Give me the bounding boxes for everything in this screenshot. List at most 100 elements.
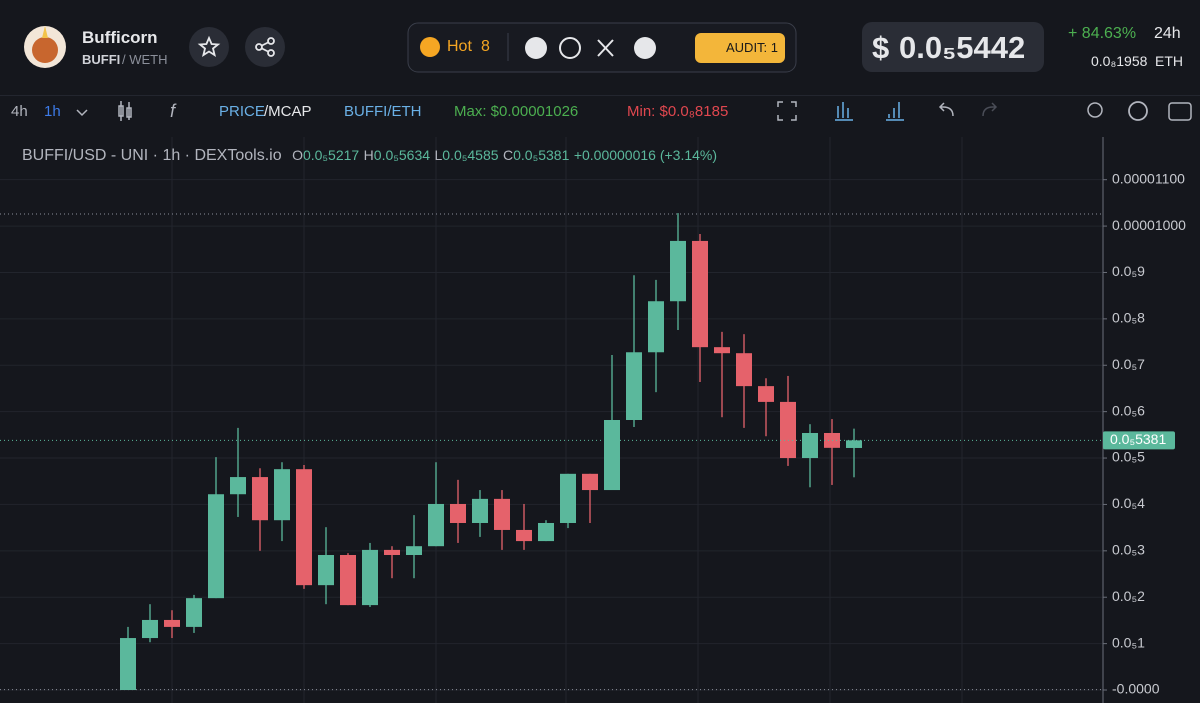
candle-body xyxy=(142,619,158,639)
candle-body xyxy=(802,432,818,459)
legend-l: 0.0₅4585 xyxy=(442,147,499,163)
candle-body xyxy=(648,301,664,353)
chart-style-icon[interactable] xyxy=(835,102,853,121)
separator xyxy=(0,95,1200,96)
candle-body xyxy=(318,555,334,586)
favorite-button[interactable] xyxy=(189,27,229,67)
candle-body xyxy=(428,503,444,547)
candle-body xyxy=(252,477,268,521)
more-icon[interactable] xyxy=(634,37,656,59)
settings-icon[interactable] xyxy=(1128,101,1148,121)
candle-body xyxy=(846,440,862,448)
scan-icon[interactable] xyxy=(525,37,547,59)
candle-body xyxy=(472,498,488,523)
candle-body xyxy=(604,420,620,491)
fullscreen-icon[interactable] xyxy=(777,101,797,121)
interval-4h[interactable]: 4h xyxy=(11,103,28,120)
legend-h-key: H xyxy=(363,147,374,163)
min-label: Min: $0.0₈8185 xyxy=(627,103,729,120)
mcap-toggle[interactable]: /MCAP xyxy=(264,103,312,120)
legend-c: 0.0₅5381 xyxy=(513,147,570,163)
candle-body xyxy=(164,619,180,627)
interval-1h[interactable]: 1h xyxy=(44,103,61,120)
candle-body xyxy=(384,549,400,556)
chart: 0.00001100 0.00001000 0.0₅9 0.0₅8 0.0₅7 0.0₅6… xyxy=(0,137,1186,703)
price-box xyxy=(862,22,1044,72)
dropdown-icon[interactable] xyxy=(76,109,88,117)
legend: BUFFI/USD - UNI · 1h · DEXTools.io O0.0₅… xyxy=(22,147,717,165)
hot-label: Hot xyxy=(447,38,472,55)
legend-h: 0.0₅5634 xyxy=(373,147,431,163)
candle-body xyxy=(670,240,686,302)
last-price-label: 0.0₅5381 xyxy=(1110,431,1166,447)
token-name: Bufficorn xyxy=(82,28,158,47)
y-tick-label: 0.0₅8 xyxy=(1112,310,1145,326)
share-button[interactable] xyxy=(245,27,285,67)
toolbar-icons: f xyxy=(76,101,1192,121)
hot-rank: 8 xyxy=(481,38,490,55)
undo-icon[interactable] xyxy=(938,102,954,117)
pair-toggle[interactable]: BUFFI/ETH xyxy=(344,103,422,120)
camera-icon[interactable] xyxy=(1168,102,1192,121)
share-icon xyxy=(255,37,275,57)
candle-body xyxy=(692,240,708,348)
token-base: BUFFI xyxy=(82,52,121,67)
candle-body xyxy=(494,498,510,530)
legend-c-key: C xyxy=(502,147,514,163)
currency: $ xyxy=(872,30,890,65)
candle-body xyxy=(186,598,202,627)
price: 0.0₅5442 xyxy=(899,30,1026,65)
y-tick-label: 0.0₅6 xyxy=(1112,402,1145,418)
change-period: 24h xyxy=(1154,25,1181,42)
candle-body xyxy=(582,473,598,491)
audit-label: AUDIT: 1 xyxy=(726,40,779,55)
candle-body xyxy=(626,352,642,420)
hot-icon xyxy=(420,37,440,57)
audit-badge[interactable] xyxy=(695,33,785,63)
candle-body xyxy=(450,503,466,523)
price-toggle[interactable]: PRICE xyxy=(219,103,265,120)
y-tick-label: 0.0₅2 xyxy=(1112,588,1145,604)
eth-price: 0.0₈1958 xyxy=(1091,53,1148,69)
price-change: + 84.63% xyxy=(1068,25,1137,42)
candle-body xyxy=(516,529,532,542)
y-tick-label: 0.0₅4 xyxy=(1112,495,1145,511)
y-tick-label: -0.0000 xyxy=(1112,681,1160,697)
candle-body xyxy=(362,549,378,606)
logo-face xyxy=(32,37,58,63)
candle-body xyxy=(780,401,796,459)
x-icon[interactable] xyxy=(597,39,614,57)
y-tick-label: 0.00001000 xyxy=(1112,217,1186,233)
candle-body xyxy=(208,494,224,599)
candle-body xyxy=(120,638,136,691)
last-price-tag xyxy=(1103,431,1175,450)
volume-icon[interactable] xyxy=(886,102,904,121)
y-tick-label: 0.00001100 xyxy=(1112,170,1185,186)
indicator-icon[interactable]: f xyxy=(170,101,177,121)
y-tick-label: 0.0₅9 xyxy=(1112,263,1145,279)
search-icon[interactable] xyxy=(1087,102,1103,118)
legend-o-key: O xyxy=(292,147,303,163)
candle-body xyxy=(296,469,312,586)
candle-icon[interactable] xyxy=(118,101,132,121)
legend-title: BUFFI/USD - UNI · 1h · DEXTools.io xyxy=(22,147,282,164)
legend-o: 0.0₅5217 xyxy=(302,147,360,163)
max-label: Max: $0.00001026 xyxy=(454,103,579,120)
y-tick-label: 0.0₅5 xyxy=(1112,449,1145,465)
redo-icon[interactable] xyxy=(982,102,998,117)
candle-body xyxy=(406,546,422,556)
y-tick-label: 0.0₅1 xyxy=(1112,634,1145,650)
eth-label: ETH xyxy=(1155,53,1183,69)
candle-body xyxy=(736,353,752,387)
legend-change: +0.00000016 (+3.14%) xyxy=(573,147,718,163)
candle-body xyxy=(714,347,730,354)
candle-body xyxy=(230,477,246,495)
y-tick-label: 0.0₅3 xyxy=(1112,542,1145,558)
star-icon xyxy=(197,35,221,57)
header-icons xyxy=(24,22,1044,73)
legend-l-key: L xyxy=(434,147,443,163)
token-quote: / WETH xyxy=(122,52,168,67)
web-icon[interactable] xyxy=(559,37,581,59)
y-tick-label: 0.0₅7 xyxy=(1112,356,1145,372)
